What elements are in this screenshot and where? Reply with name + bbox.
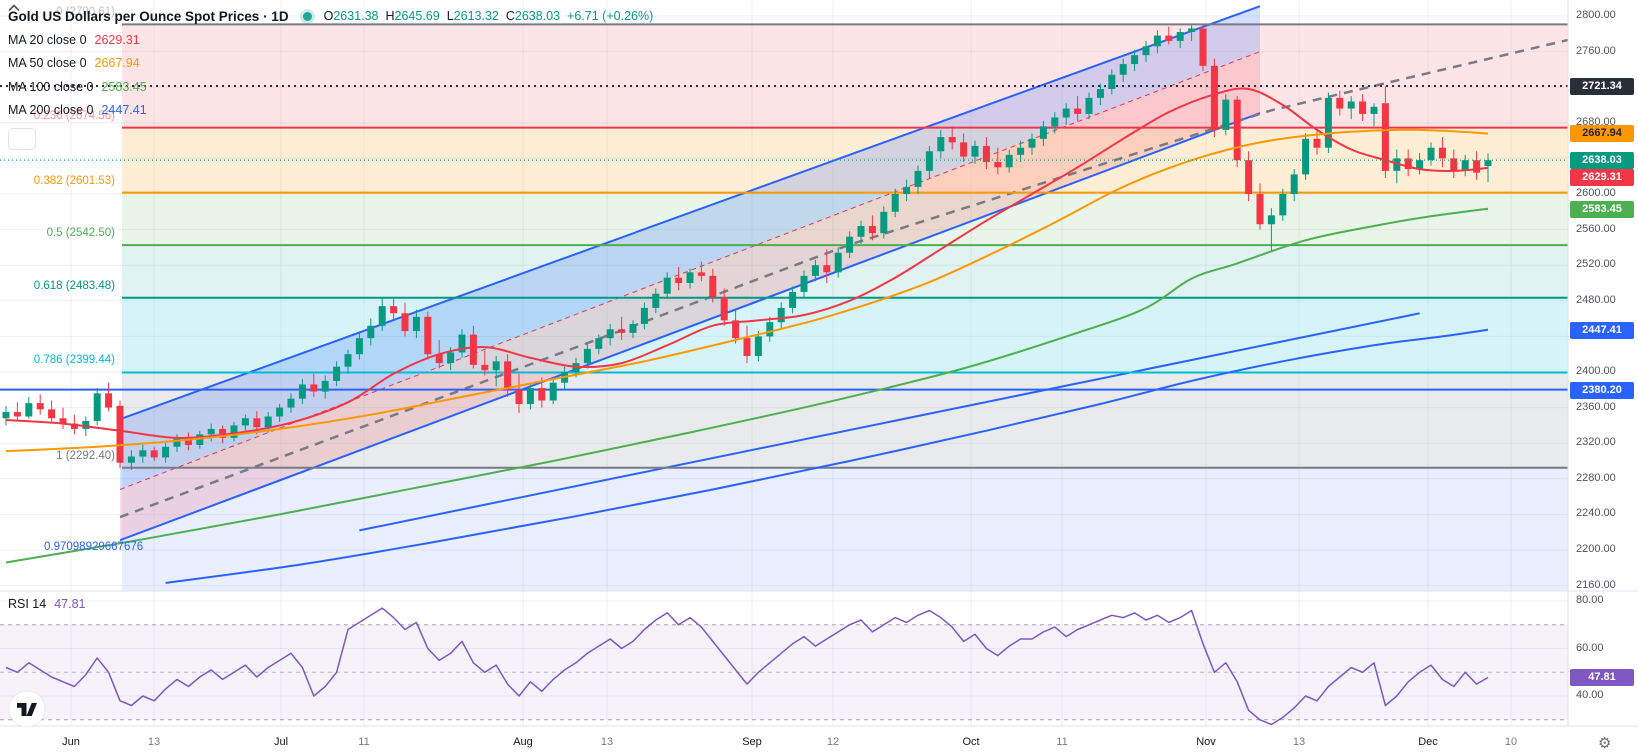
symbol-title[interactable]: Gold US Dollars per Ounce Spot Prices · … <box>8 8 289 24</box>
indicator-row[interactable]: MA 20 close 0 2629.31 <box>8 28 653 52</box>
indicator-label: MA 200 close 0 <box>8 103 94 118</box>
indicator-row[interactable]: MA 200 close 0 2447.41 <box>8 99 653 123</box>
time-axis-settings-gear-icon[interactable]: ⚙ <box>1598 735 1612 752</box>
legend-collapse-button[interactable] <box>8 4 36 150</box>
rsi-label: RSI 14 <box>8 597 47 611</box>
indicator-legend: MA 20 close 0 2629.31 MA 50 close 0 2667.94… <box>8 28 653 122</box>
indicator-value: 2629.31 <box>94 32 140 47</box>
indicator-row[interactable]: MA 100 close 0 2583.45 <box>8 75 653 99</box>
change-value: +6.71 (+0.26%) <box>567 9 654 23</box>
price-axis[interactable] <box>1568 0 1638 726</box>
chevron-up-icon <box>8 4 20 11</box>
ohlc-values: O2631.38 H2645.69 L2613.32 C2638.03 +6.7… <box>323 9 654 23</box>
legend: Gold US Dollars per Ounce Spot Prices · … <box>8 4 653 150</box>
indicator-value: 2583.45 <box>101 79 147 94</box>
market-status-dot-icon <box>302 11 312 21</box>
indicator-label: MA 100 close 0 <box>8 79 94 94</box>
time-axis[interactable] <box>0 726 1638 756</box>
indicator-value: 2447.41 <box>101 103 147 118</box>
tradingview-logo[interactable] <box>8 690 46 728</box>
indicator-value: 2667.94 <box>94 56 140 71</box>
indicator-label: MA 20 close 0 <box>8 32 87 47</box>
symbol-row[interactable]: Gold US Dollars per Ounce Spot Prices · … <box>8 4 653 28</box>
rsi-legend[interactable]: RSI 14 47.81 <box>8 597 86 611</box>
indicator-label: MA 50 close 0 <box>8 56 87 71</box>
indicator-row[interactable]: MA 50 close 0 2667.94 <box>8 52 653 76</box>
rsi-value: 47.81 <box>54 597 86 611</box>
